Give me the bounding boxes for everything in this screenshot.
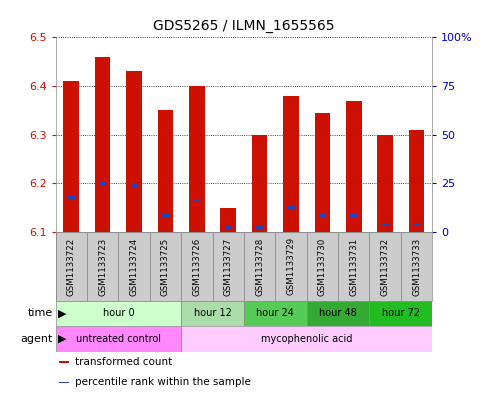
Bar [244,232,275,301]
Text: GSM1133722: GSM1133722 [67,237,76,296]
Bar [275,232,307,301]
Text: hour 12: hour 12 [194,309,231,318]
Bar [369,232,401,301]
Text: time: time [28,309,53,318]
Bar [130,184,138,187]
Text: hour 72: hour 72 [382,309,420,318]
Text: GSM1133727: GSM1133727 [224,237,233,296]
Bar [225,225,232,229]
Bar [307,232,338,301]
Bar [150,232,181,301]
Bar [118,232,150,301]
Text: GSM1133728: GSM1133728 [255,237,264,296]
Text: hour 24: hour 24 [256,309,294,318]
Text: GSM1133733: GSM1133733 [412,237,421,296]
Text: untreated control: untreated control [76,334,161,344]
Text: ▶: ▶ [58,334,67,344]
Bar [87,232,118,301]
Bar [193,198,200,202]
Bar [283,96,299,232]
Text: transformed count: transformed count [75,357,172,367]
Text: GSM1133724: GSM1133724 [129,237,139,296]
Bar [157,110,173,232]
Bar [307,301,369,326]
Bar [56,326,181,352]
Bar [287,206,295,209]
Bar [220,208,236,232]
Text: ▶: ▶ [58,309,67,318]
Bar [126,72,142,232]
Text: hour 48: hour 48 [319,309,357,318]
Text: agent: agent [21,334,53,344]
Bar [213,232,244,301]
Bar [181,232,213,301]
Text: percentile rank within the sample: percentile rank within the sample [75,377,251,387]
Bar [56,301,181,326]
Bar [401,232,432,301]
Bar [369,301,432,326]
Text: GDS5265 / ILMN_1655565: GDS5265 / ILMN_1655565 [153,19,335,33]
Bar [63,81,79,232]
Bar [59,361,70,363]
Text: GSM1133730: GSM1133730 [318,237,327,296]
Text: GSM1133732: GSM1133732 [381,237,390,296]
Text: GSM1133723: GSM1133723 [98,237,107,296]
Text: GSM1133725: GSM1133725 [161,237,170,296]
Bar [99,182,106,185]
Bar [181,301,244,326]
Bar [382,223,389,226]
Text: GSM1133729: GSM1133729 [286,237,296,296]
Bar [256,225,263,229]
Text: mycophenolic acid: mycophenolic acid [261,334,353,344]
Bar [162,213,169,217]
Text: GSM1133731: GSM1133731 [349,237,358,296]
Bar [68,196,75,200]
Text: GSM1133726: GSM1133726 [192,237,201,296]
Bar [413,223,420,226]
Bar [350,213,357,217]
Bar [56,232,87,301]
Bar [346,101,362,232]
Text: hour 0: hour 0 [102,309,134,318]
Bar [244,301,307,326]
Bar [95,57,111,232]
Bar [189,86,205,232]
Bar [319,213,326,217]
Bar [252,135,268,232]
Bar [377,135,393,232]
Bar [338,232,369,301]
Bar [59,382,70,383]
Bar [181,326,432,352]
Bar [314,113,330,232]
Bar [409,130,425,232]
